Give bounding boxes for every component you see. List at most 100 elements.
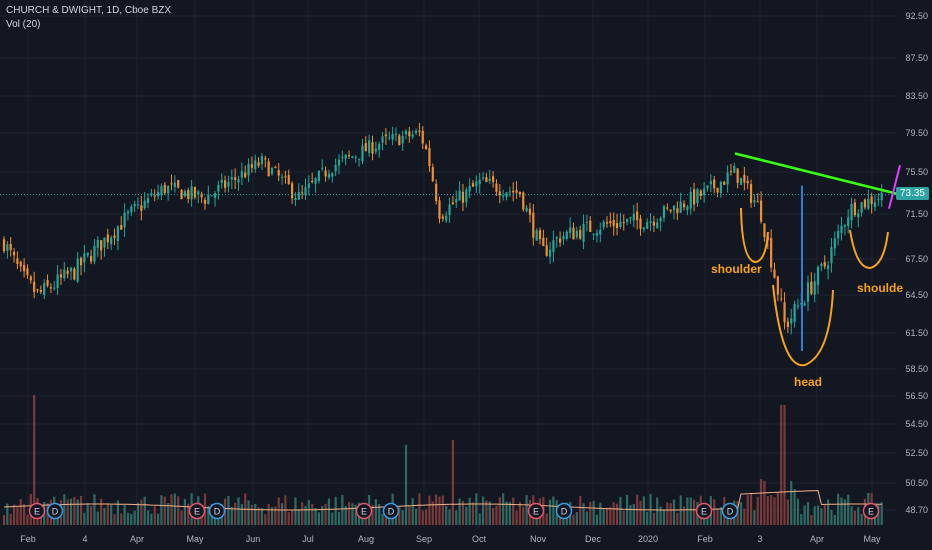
candle-body	[696, 189, 699, 204]
volume-bar	[823, 505, 826, 525]
candle-body	[716, 187, 719, 193]
dividend-marker[interactable]: D	[46, 502, 64, 520]
volume-bar	[344, 506, 347, 525]
earnings-marker[interactable]: E	[188, 502, 206, 520]
earnings-marker-letter: E	[868, 507, 874, 517]
candle-body	[793, 303, 796, 322]
candle-body	[240, 171, 243, 178]
dividend-marker[interactable]: D	[382, 502, 400, 520]
candle-body	[679, 201, 682, 213]
candle-body	[569, 227, 572, 233]
candle-body	[103, 237, 106, 248]
candle-body	[478, 179, 481, 185]
volume-bar	[297, 509, 300, 525]
time-tick-label: Aug	[358, 534, 374, 544]
candle-body	[270, 168, 274, 174]
candle-body	[354, 156, 357, 158]
volume-bar	[492, 507, 495, 525]
volume-bar	[247, 500, 250, 525]
volume-bar	[458, 498, 461, 525]
volume-bar	[120, 513, 123, 525]
volume-bar	[207, 505, 210, 525]
candle-body	[220, 179, 223, 184]
candle-body	[378, 143, 381, 150]
earnings-marker[interactable]: E	[28, 502, 46, 520]
volume-bar	[572, 514, 575, 525]
event-markers[interactable]: E E E E E ED D D D D	[28, 502, 880, 520]
candle-body	[421, 130, 424, 144]
volume-bar	[431, 501, 434, 525]
volume-bar	[857, 507, 860, 525]
dividend-marker[interactable]: D	[555, 502, 573, 520]
candle-body	[388, 137, 391, 139]
candle-body	[224, 180, 227, 188]
dividend-marker[interactable]: D	[208, 502, 226, 520]
symbol-title[interactable]: CHURCH & DWIGHT, 1D, Cboe BZX	[6, 5, 172, 16]
volume-bar	[626, 494, 629, 525]
candle-body	[662, 206, 666, 218]
dividend-marker-circle	[208, 502, 226, 520]
candle-body	[582, 223, 585, 242]
earnings-marker-circle	[527, 502, 545, 520]
candle-body	[669, 209, 672, 212]
volume-bar	[331, 512, 334, 525]
candle-body	[274, 167, 277, 169]
volume-bar	[880, 502, 883, 525]
volume-bar	[666, 502, 669, 525]
time-tick-label: 3	[757, 534, 762, 544]
volume-bar	[411, 498, 414, 525]
earnings-marker-letter: E	[34, 507, 40, 517]
candle-body	[860, 202, 863, 213]
volume-bar	[140, 499, 143, 525]
candle-body	[237, 179, 240, 183]
time-axis[interactable]: Feb 4 Apr May Jun Jul Aug Sep Oct Nov Dec 2020 Feb 3 A…	[20, 534, 881, 544]
volume-legend[interactable]: Vol (20)	[6, 19, 41, 30]
candle-body	[264, 158, 267, 160]
candle-body	[468, 186, 471, 192]
candle-body	[267, 161, 270, 177]
candle-body	[803, 303, 806, 306]
earnings-marker-circle	[355, 502, 373, 520]
volume-bar	[401, 510, 404, 525]
candle-body	[666, 207, 669, 209]
candle-body	[823, 262, 826, 267]
candle-body	[626, 218, 629, 223]
candle-body	[458, 190, 461, 201]
candle-body	[877, 199, 880, 201]
candle-body	[505, 192, 508, 197]
candle-body	[411, 134, 414, 137]
volume-bar	[455, 510, 458, 525]
price-tick-label: 64.50	[905, 290, 928, 300]
time-tick-label: Nov	[530, 534, 547, 544]
candle-body	[16, 258, 19, 264]
price-tick-label: 48.70	[905, 505, 928, 515]
candle-body	[287, 175, 290, 184]
drawings[interactable]: shoulder head shoulde	[711, 152, 903, 389]
candle-body	[783, 302, 786, 323]
volume-bar	[760, 479, 763, 525]
candle-body	[485, 177, 488, 182]
candle-body	[739, 177, 743, 185]
volume-bar	[495, 505, 498, 525]
candle-body	[602, 221, 605, 228]
volume-bar	[267, 504, 270, 525]
candle-body	[827, 265, 830, 270]
volume-bar	[776, 492, 779, 525]
dividend-marker[interactable]: D	[721, 502, 739, 520]
earnings-marker[interactable]: E	[695, 502, 713, 520]
candle-body	[66, 270, 69, 275]
earnings-marker[interactable]: E	[862, 502, 880, 520]
price-axis[interactable]: 92.50 87.50 83.50 79.50 75.50 71.50 67.50 64.50…	[905, 11, 928, 515]
right-shoulder-curve	[849, 229, 889, 270]
volume-bar	[90, 506, 93, 525]
candle-body	[12, 251, 16, 256]
candle-body	[632, 213, 635, 221]
earnings-marker[interactable]: E	[355, 502, 373, 520]
volume-bar	[270, 507, 274, 525]
volume-bar	[451, 440, 454, 525]
candle-body	[495, 183, 498, 192]
candle-body	[736, 168, 739, 183]
volume-bar	[468, 497, 471, 525]
earnings-marker[interactable]: E	[527, 502, 545, 520]
